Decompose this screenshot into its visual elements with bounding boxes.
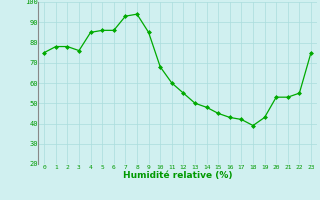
X-axis label: Humidité relative (%): Humidité relative (%) — [123, 171, 232, 180]
